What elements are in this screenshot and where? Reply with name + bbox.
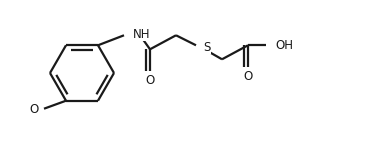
Text: NH: NH bbox=[133, 28, 150, 41]
Text: S: S bbox=[203, 41, 210, 54]
Text: OH: OH bbox=[275, 39, 293, 52]
Text: O: O bbox=[30, 103, 39, 116]
Text: O: O bbox=[243, 70, 252, 83]
Text: O: O bbox=[145, 74, 155, 87]
